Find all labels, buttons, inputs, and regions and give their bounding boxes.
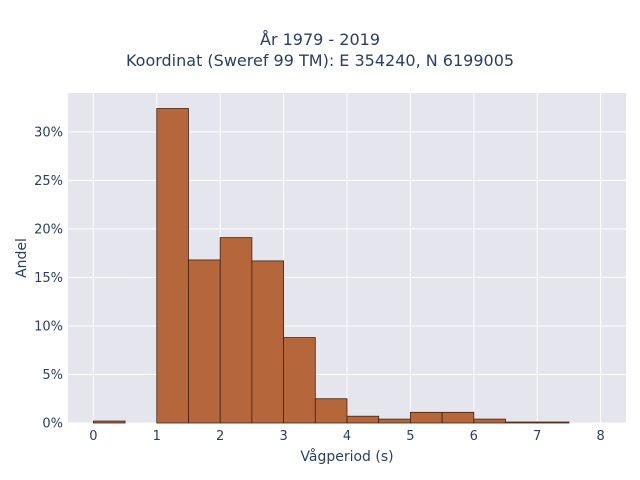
y-tick-label: 10%	[34, 319, 63, 334]
histogram-bar	[473, 418, 506, 424]
histogram-bar	[314, 398, 348, 424]
histogram-bar	[283, 337, 316, 424]
x-tick-label: 7	[533, 429, 541, 444]
x-tick-label: 2	[216, 429, 224, 444]
histogram-bar	[346, 415, 380, 424]
x-tick-label: 1	[153, 429, 161, 444]
y-tick-label: 20%	[34, 222, 63, 237]
chart-title: År 1979 - 2019	[260, 30, 380, 49]
y-tick-label: 5%	[42, 368, 63, 383]
x-tick-label: 6	[470, 429, 478, 444]
y-tick-label: 0%	[42, 417, 63, 432]
histogram-bar	[505, 421, 538, 424]
histogram-bar	[536, 421, 570, 424]
x-tick-label: 8	[596, 429, 604, 444]
x-tick-label: 0	[89, 429, 97, 444]
x-axis-label: Vågperiod (s)	[300, 448, 393, 465]
histogram-bar	[378, 418, 411, 424]
x-tick-label: 3	[279, 429, 287, 444]
histogram-bar	[251, 260, 284, 424]
histogram-bar	[188, 259, 221, 424]
y-axis-ticks: 0% 5% 10% 15% 20% 25% 30%	[34, 125, 63, 431]
histogram-bar	[219, 237, 253, 424]
x-axis-ticks: 0 1 2 3 4 5 6 7 8	[89, 429, 605, 444]
y-axis-label: Andel	[14, 238, 30, 278]
y-tick-label: 30%	[34, 125, 63, 140]
x-tick-label: 5	[406, 429, 414, 444]
histogram-bar	[156, 108, 189, 424]
x-tick-label: 4	[343, 429, 351, 444]
histogram-bars	[92, 108, 570, 424]
histogram-bar	[92, 420, 126, 424]
chart-subtitle: Koordinat (Sweref 99 TM): E 354240, N 61…	[125, 51, 515, 70]
histogram-bar	[441, 411, 475, 424]
histogram-bar	[410, 411, 443, 424]
y-tick-label: 15%	[34, 271, 63, 286]
y-tick-label: 25%	[34, 174, 63, 189]
